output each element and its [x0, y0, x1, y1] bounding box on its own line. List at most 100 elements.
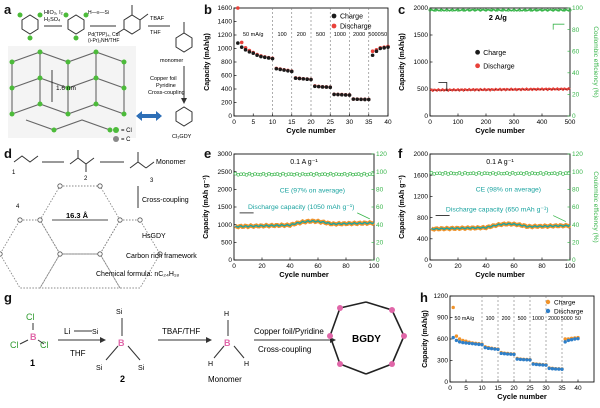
ce-point	[466, 172, 470, 176]
num-d4: 4	[16, 204, 20, 210]
ce-point	[306, 172, 310, 177]
panel-label-g: g	[4, 290, 12, 305]
y2-tick-label: 120	[376, 151, 387, 158]
y2-axis-label: Coulombic efficiency (%)	[592, 26, 599, 97]
ce-point	[323, 172, 327, 176]
x-axis-label: Cycle number	[279, 270, 329, 279]
charge-point	[328, 85, 333, 90]
panel-label-e: e	[204, 146, 212, 161]
y-tick-label: 1400	[218, 19, 233, 26]
ce-point	[440, 172, 445, 176]
ce-point	[438, 171, 442, 175]
x-tick-label: 20	[454, 263, 462, 270]
y-tick-label: 0	[228, 113, 232, 120]
ce-point	[233, 171, 238, 176]
rate-label: 5000	[561, 316, 573, 322]
ce-point	[320, 172, 324, 176]
charge-point	[386, 45, 390, 49]
charge-point	[566, 338, 571, 343]
num-g1: 1	[30, 358, 35, 368]
rate-label: 50 mA/g	[243, 32, 263, 38]
label-copper-a: Copper foil	[150, 76, 177, 82]
charge-point	[451, 335, 455, 340]
ce-point	[340, 172, 344, 177]
y2-tick-label: 0	[376, 257, 380, 264]
discharge-point	[239, 40, 244, 45]
y2-axis-label: Coulombic efficiency (%)	[592, 171, 599, 242]
charge-point	[382, 46, 386, 50]
y-axis-label: Capacity (mAh/g)	[422, 310, 429, 368]
y2-tick-label: 20	[572, 240, 580, 247]
legend-discharge-marker	[475, 63, 480, 69]
charge-point	[259, 54, 263, 59]
charge-point	[289, 69, 294, 74]
y2-tick-label: 40	[572, 222, 580, 229]
y-tick-label: 0	[444, 379, 448, 386]
ce-point	[484, 8, 488, 12]
x-axis-label: Cycle number	[286, 126, 336, 135]
ce-point	[488, 172, 492, 176]
arrow-ce	[357, 212, 370, 220]
ce-point	[452, 171, 456, 176]
molecule-product-a	[175, 106, 193, 127]
legend-charge-marker	[475, 49, 480, 55]
ce-point	[510, 171, 515, 175]
chart-h: 0 5 10 15 20 25 30 35 40 0 300 600 900 1200 Cycle numb…	[422, 293, 595, 401]
ce-point	[544, 171, 548, 175]
ce-point	[478, 8, 482, 12]
ce-point	[457, 171, 462, 175]
label-hsgdy: HsGDY	[142, 233, 166, 240]
ce-point	[434, 8, 438, 12]
charge-point	[247, 50, 252, 54]
legend-discharge-marker	[331, 23, 337, 29]
legend-discharge-marker	[545, 308, 551, 314]
ce-point	[286, 172, 291, 176]
annotation-rate: 0.1 A g⁻¹	[486, 159, 514, 166]
y-tick-label: 400	[417, 236, 428, 243]
ce-point	[530, 171, 534, 175]
x-tick-label: 300	[509, 119, 520, 126]
y-tick-label: 1500	[414, 32, 429, 39]
pore-size-a: 1.6 nm	[56, 85, 76, 92]
molecule-a2	[63, 12, 89, 41]
ce-point	[474, 172, 478, 176]
label-monomer-d: Monomer	[156, 159, 186, 166]
label-cross-d: Cross-coupling	[142, 197, 189, 204]
x-tick-label: 0	[428, 119, 432, 126]
y-tick-label: 500	[221, 240, 232, 247]
ce-point	[473, 8, 477, 12]
y2-tick-label: 20	[376, 240, 384, 247]
y2-tick-label: 60	[572, 48, 580, 55]
x-tick-label: 0	[232, 263, 236, 270]
ce-point	[568, 8, 572, 12]
y-tick-label: 2000	[218, 187, 233, 194]
rate-label: 50 mA/g	[455, 316, 475, 322]
ce-point	[284, 173, 288, 177]
ce-point	[538, 171, 543, 175]
reagent-tbaf-g: TBAF/THF	[162, 327, 200, 336]
y-tick-label: 1200	[414, 194, 429, 201]
ce-point	[541, 172, 546, 176]
charge-point	[464, 341, 468, 345]
ce-point	[482, 171, 487, 175]
bgdy-boron-atoms	[327, 305, 407, 367]
x-tick-label: 200	[481, 119, 492, 126]
x-tick-label: 80	[342, 263, 350, 270]
discharge-point	[563, 337, 567, 341]
ce-point	[272, 172, 277, 177]
charge-point	[521, 357, 526, 362]
legend-cl-dot	[113, 127, 119, 133]
panel-label-b: b	[204, 2, 212, 17]
y-tick-label: 0	[424, 257, 428, 264]
ce-point	[485, 171, 490, 176]
arrow-ce-c	[552, 23, 565, 30]
ce-point	[463, 171, 467, 175]
ce-point	[429, 171, 434, 175]
ce-point	[439, 8, 443, 12]
x-tick-label: 20	[258, 263, 266, 270]
ce-point	[356, 172, 361, 176]
legend-cl-label: = Cl	[121, 128, 132, 134]
legend-discharge-label: Discharge	[554, 309, 584, 316]
molecule-a1	[17, 12, 43, 41]
ce-point	[267, 171, 271, 176]
